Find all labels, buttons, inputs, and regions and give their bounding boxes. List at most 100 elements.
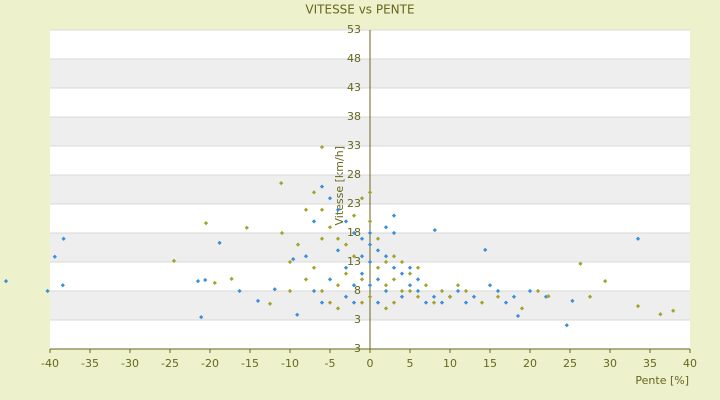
y-tick-label: 48 bbox=[347, 52, 361, 65]
point bbox=[671, 308, 676, 313]
x-tick-label: -10 bbox=[281, 357, 299, 370]
point bbox=[343, 242, 349, 247]
chart-title: VITESSE vs PENTE bbox=[305, 3, 414, 17]
point bbox=[375, 236, 381, 241]
point bbox=[415, 288, 421, 294]
point bbox=[359, 271, 365, 276]
point bbox=[367, 230, 373, 236]
point bbox=[431, 294, 437, 299]
point bbox=[295, 312, 300, 317]
y-tick-label: 43 bbox=[347, 81, 361, 94]
point bbox=[311, 288, 317, 294]
point bbox=[287, 288, 293, 294]
point bbox=[483, 247, 488, 252]
y-tick-label: 38 bbox=[347, 110, 361, 123]
point bbox=[335, 248, 341, 253]
point bbox=[255, 298, 261, 303]
point bbox=[279, 230, 285, 236]
point bbox=[447, 294, 453, 299]
point bbox=[195, 279, 201, 284]
x-tick-label: -40 bbox=[41, 357, 59, 370]
point bbox=[343, 294, 349, 299]
point bbox=[635, 236, 641, 241]
y-tick-label: 23 bbox=[347, 197, 361, 210]
x-tick-label: 30 bbox=[603, 357, 617, 370]
x-tick-label: 25 bbox=[563, 357, 577, 370]
point bbox=[603, 279, 608, 284]
point bbox=[287, 259, 293, 265]
point bbox=[199, 314, 204, 320]
x-tick-label: -5 bbox=[325, 357, 336, 370]
point bbox=[519, 306, 525, 311]
point bbox=[343, 219, 349, 224]
point bbox=[375, 300, 381, 305]
point bbox=[407, 265, 413, 270]
x-axis-label: Pente [%] bbox=[635, 374, 689, 387]
point bbox=[319, 184, 325, 189]
x-tick-label: 20 bbox=[523, 357, 537, 370]
point bbox=[351, 213, 357, 218]
point bbox=[244, 225, 249, 230]
point bbox=[383, 254, 389, 259]
point bbox=[327, 196, 333, 201]
point bbox=[399, 294, 405, 299]
point bbox=[267, 301, 273, 306]
point bbox=[375, 265, 381, 270]
x-tick-label: 5 bbox=[407, 357, 414, 370]
point bbox=[45, 288, 50, 294]
x-tick-label: -30 bbox=[121, 357, 139, 370]
point bbox=[383, 288, 389, 294]
x-tick-label: -35 bbox=[81, 357, 99, 370]
x-tick-label: -20 bbox=[201, 357, 219, 370]
point bbox=[415, 294, 421, 299]
point bbox=[203, 277, 208, 283]
point bbox=[351, 254, 357, 259]
point bbox=[367, 283, 373, 288]
point bbox=[279, 180, 284, 186]
point bbox=[351, 230, 357, 236]
point bbox=[515, 313, 521, 319]
point bbox=[535, 288, 541, 294]
point bbox=[423, 283, 429, 288]
point bbox=[217, 240, 222, 245]
point bbox=[291, 256, 296, 262]
point bbox=[511, 294, 517, 299]
y-tick-label: 33 bbox=[347, 139, 361, 152]
point bbox=[303, 254, 309, 259]
point bbox=[570, 298, 575, 303]
point bbox=[439, 300, 445, 305]
point bbox=[383, 225, 389, 230]
y-axis-label: Vitesse [km/h] bbox=[333, 146, 346, 226]
point bbox=[431, 300, 437, 305]
point bbox=[303, 277, 309, 282]
y-tick-label: 3 bbox=[354, 313, 361, 326]
point bbox=[479, 300, 485, 305]
point bbox=[391, 213, 397, 218]
point bbox=[391, 277, 397, 282]
point bbox=[635, 303, 641, 309]
point bbox=[455, 283, 461, 288]
point bbox=[495, 294, 501, 299]
point bbox=[455, 288, 461, 294]
point bbox=[335, 207, 341, 212]
point bbox=[391, 230, 397, 236]
point bbox=[3, 279, 9, 284]
point bbox=[407, 283, 413, 288]
point bbox=[495, 288, 501, 294]
point bbox=[203, 221, 209, 226]
point bbox=[658, 312, 663, 317]
point bbox=[351, 300, 357, 305]
point bbox=[407, 288, 413, 294]
point bbox=[463, 288, 469, 294]
point bbox=[359, 300, 365, 305]
x-tick-label: 15 bbox=[483, 357, 497, 370]
point bbox=[327, 225, 333, 230]
point bbox=[415, 277, 421, 282]
point bbox=[375, 277, 381, 282]
point bbox=[432, 227, 437, 233]
point bbox=[311, 265, 317, 270]
point bbox=[415, 265, 421, 270]
x-tick-label: 35 bbox=[643, 357, 657, 370]
point bbox=[335, 283, 341, 288]
